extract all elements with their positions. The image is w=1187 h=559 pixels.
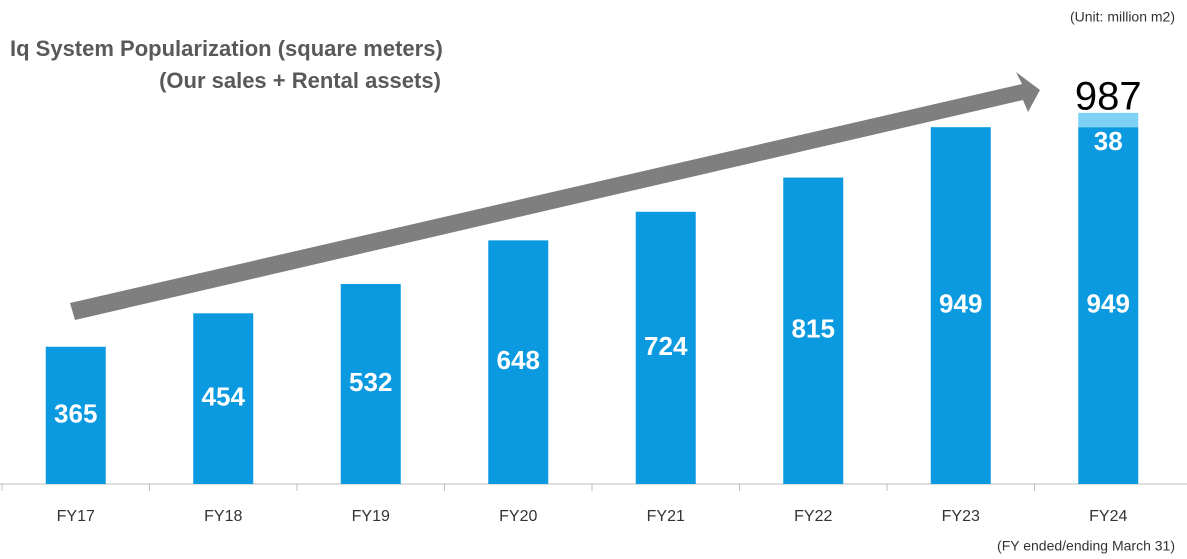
x-tick-label: FY23 bbox=[942, 508, 980, 525]
value-label: 949 bbox=[939, 288, 982, 318]
total-label: 987 bbox=[1075, 74, 1142, 118]
trend-arrow bbox=[70, 72, 1040, 320]
x-tick-label: FY20 bbox=[499, 508, 537, 525]
footnote: (FY ended/ending March 31) bbox=[997, 538, 1175, 554]
value-label: 454 bbox=[202, 382, 246, 412]
x-tick-label: FY19 bbox=[352, 508, 390, 525]
value-label: 365 bbox=[54, 398, 97, 428]
bar-segment bbox=[1078, 112, 1139, 128]
value-label: 38 bbox=[1094, 126, 1123, 156]
x-tick-label: FY24 bbox=[1089, 508, 1127, 525]
x-tick-label: FY21 bbox=[647, 508, 685, 525]
bar-segment bbox=[930, 127, 991, 485]
bar-segment bbox=[193, 313, 254, 484]
unit-note: (Unit: million m2) bbox=[1070, 9, 1175, 25]
value-label: 532 bbox=[349, 367, 392, 397]
value-label: 648 bbox=[497, 345, 540, 375]
value-label: 815 bbox=[792, 314, 835, 344]
x-tick-label: FY22 bbox=[794, 508, 832, 525]
value-label: 949 bbox=[1087, 288, 1130, 318]
value-label: 724 bbox=[644, 331, 688, 361]
x-tick-label: FY18 bbox=[204, 508, 242, 525]
bar-segment bbox=[488, 240, 549, 484]
chart-subtitle: (Our sales + Rental assets) bbox=[159, 68, 441, 93]
bar-segment bbox=[783, 177, 844, 484]
bar-segment bbox=[1078, 127, 1139, 485]
x-tick-label: FY17 bbox=[57, 508, 95, 525]
bar-segment bbox=[635, 211, 696, 484]
chart-title: Iq System Popularization (square meters) bbox=[10, 36, 443, 61]
bar-segment bbox=[340, 283, 401, 484]
bar-segment bbox=[45, 346, 106, 484]
